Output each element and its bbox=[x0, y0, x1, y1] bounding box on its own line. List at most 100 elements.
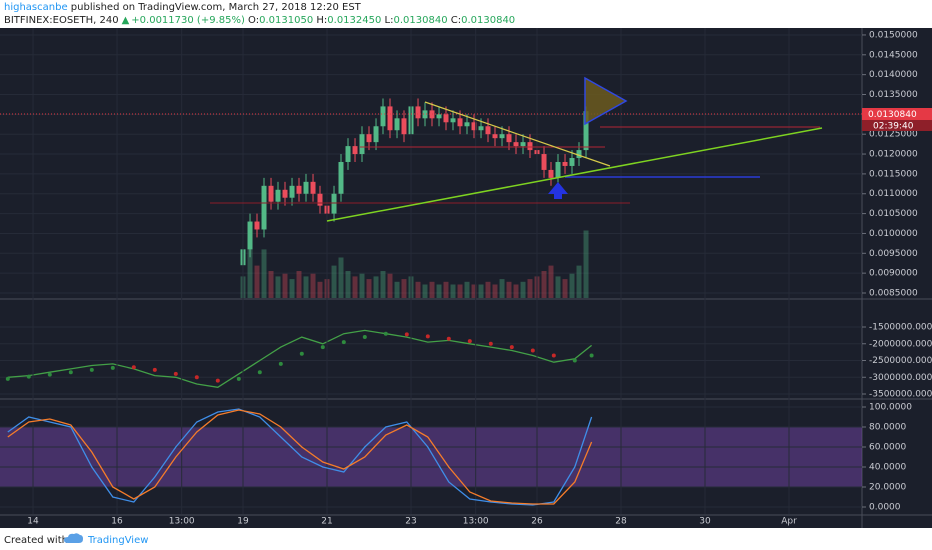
volume-bar bbox=[520, 281, 526, 298]
signal-dot bbox=[299, 351, 304, 356]
drawings bbox=[0, 76, 862, 222]
candle-body bbox=[345, 146, 351, 162]
volume-bar bbox=[513, 284, 519, 298]
volume-bar bbox=[457, 284, 463, 298]
volume-bar bbox=[569, 273, 575, 298]
candle-body bbox=[366, 134, 372, 143]
signal-dot bbox=[404, 332, 409, 337]
y-tick-label: 20.0000 bbox=[869, 483, 906, 493]
y-tick-label: 0.0090000 bbox=[869, 269, 918, 279]
volume-bar bbox=[345, 271, 351, 298]
footer-created: Created with bbox=[4, 535, 68, 546]
signal-dot bbox=[467, 339, 472, 344]
volume-bar bbox=[254, 265, 260, 298]
candle-body bbox=[401, 118, 407, 135]
candle-body bbox=[485, 126, 491, 135]
candle-body bbox=[464, 122, 470, 127]
x-tick-label: 21 bbox=[321, 517, 332, 527]
signal-dot bbox=[5, 376, 10, 381]
symbol: BITFINEX:EOSETH, 240 bbox=[4, 15, 119, 26]
volume-bar bbox=[275, 276, 281, 298]
volume-bar bbox=[562, 279, 568, 298]
volume-bar bbox=[429, 281, 435, 298]
trend-line bbox=[424, 101, 611, 167]
volume-bar bbox=[261, 249, 267, 298]
candle-body bbox=[268, 185, 274, 202]
up-arrow: ▲ bbox=[122, 15, 130, 26]
open-label: O: bbox=[245, 15, 259, 26]
signal-dot bbox=[257, 370, 262, 375]
x-tick-label: 16 bbox=[111, 517, 123, 527]
volume-bar bbox=[541, 271, 547, 298]
low-label: L: bbox=[381, 15, 393, 26]
y-tick-label: 0.0110000 bbox=[869, 189, 918, 199]
symbol-line: BITFINEX:EOSETH, 240 ▲ +0.0011730 (+9.85%)… bbox=[4, 15, 515, 26]
volume-bar bbox=[394, 281, 400, 298]
volume-bar bbox=[268, 271, 274, 298]
plot-layer: 0.0085000 0.0090000 0.0095000 0.0100000 0.01… bbox=[0, 28, 932, 527]
candle-body bbox=[289, 185, 295, 198]
volume-bar bbox=[478, 284, 484, 298]
x-tick-label: 28 bbox=[615, 517, 627, 527]
volume-bar bbox=[436, 284, 442, 298]
x-tick-label: 13:00 bbox=[169, 517, 195, 527]
candle-body bbox=[422, 110, 428, 119]
change: +0.0011730 (+9.85%) bbox=[131, 15, 245, 26]
volume-bar bbox=[450, 284, 456, 298]
y-tick-label: 0.0095000 bbox=[869, 249, 918, 259]
close-value: 0.0130840 bbox=[461, 15, 515, 26]
x-tick-label: 19 bbox=[237, 517, 249, 527]
signal-dot bbox=[572, 358, 577, 363]
countdown: 02:39:40 bbox=[873, 122, 914, 132]
author: highascanbe bbox=[4, 2, 68, 13]
volume-bar bbox=[471, 284, 477, 298]
signal-dot bbox=[236, 376, 241, 381]
volume-bar bbox=[373, 276, 379, 298]
candle-body bbox=[548, 169, 554, 178]
triangle-marker bbox=[584, 76, 628, 126]
volume-bar bbox=[443, 281, 449, 298]
volume-bar bbox=[296, 271, 302, 298]
y-tick-label: -3500000.0000 bbox=[869, 390, 932, 400]
signal-dot bbox=[173, 371, 178, 376]
low-value: 0.0130840 bbox=[393, 15, 447, 26]
volume-bar bbox=[415, 281, 421, 298]
volume-bar bbox=[422, 284, 428, 298]
volume-bar bbox=[380, 271, 386, 298]
volume-bar bbox=[506, 281, 512, 298]
y-tick-label: 100.0000 bbox=[869, 403, 912, 413]
volume-bar bbox=[366, 279, 372, 298]
x-tick-label: 30 bbox=[699, 517, 711, 527]
published: published on TradingView.com, March 27, … bbox=[68, 2, 362, 13]
candle-body bbox=[317, 193, 323, 206]
signal-dot bbox=[589, 353, 594, 358]
candle-body bbox=[513, 142, 519, 147]
candle-body bbox=[583, 111, 589, 151]
y-tick-label: 0.0085000 bbox=[869, 288, 918, 298]
volume-bar bbox=[338, 257, 344, 298]
volume-bar bbox=[289, 279, 295, 298]
y-tick-label: -3000000.0000 bbox=[869, 373, 932, 383]
signal-dot bbox=[89, 367, 94, 372]
signal-dot bbox=[110, 365, 115, 370]
candle-body bbox=[520, 142, 526, 147]
open-value: 0.0131050 bbox=[259, 15, 313, 26]
signal-dot bbox=[488, 341, 493, 346]
volume-bar bbox=[282, 273, 288, 298]
signal-dot bbox=[278, 361, 283, 366]
volume-bar bbox=[331, 265, 337, 298]
candle-body bbox=[457, 118, 463, 127]
footer-brand[interactable]: TradingView bbox=[87, 535, 148, 546]
y-tick-label: 40.0000 bbox=[869, 463, 906, 473]
volume-bar bbox=[555, 276, 561, 298]
volume-bar bbox=[492, 284, 498, 298]
y-tick-label: -2000000.0000 bbox=[869, 339, 932, 349]
candle-body bbox=[450, 118, 456, 123]
candle-body bbox=[261, 185, 267, 230]
y-tick-label: 0.0120000 bbox=[869, 150, 918, 160]
candle-body bbox=[282, 189, 288, 198]
header-line: highascanbe published on TradingView.com… bbox=[4, 2, 362, 13]
candle-body bbox=[254, 221, 260, 230]
candle-body bbox=[506, 134, 512, 143]
